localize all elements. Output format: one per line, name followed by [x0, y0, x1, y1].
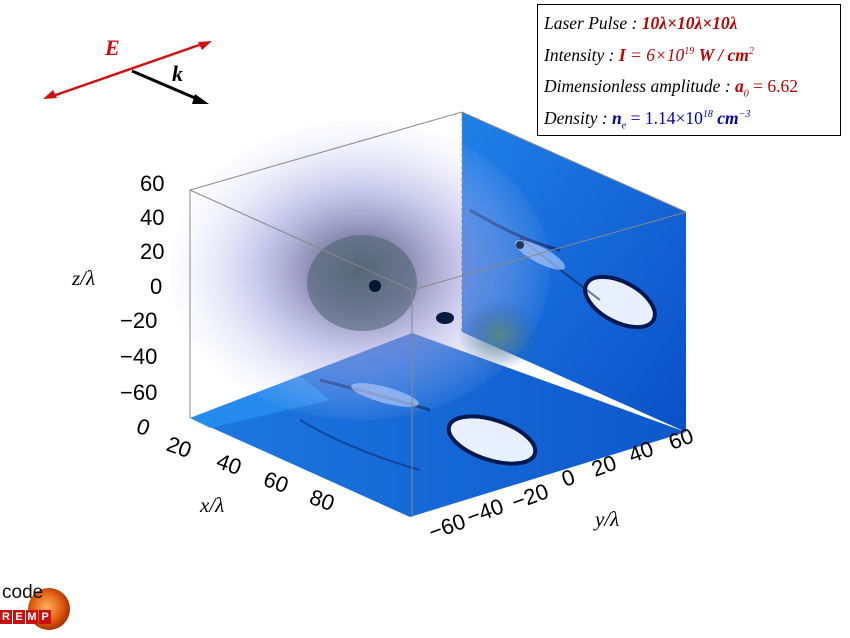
density-symbol: n — [612, 107, 622, 128]
density-line: Density : ne = 1.14×1018 cm−3 — [544, 107, 751, 131]
e-field-arrowhead-right — [198, 41, 212, 50]
k-vector-arrow — [131, 69, 203, 103]
x-tick: 0 — [133, 413, 153, 441]
z-tick: 40 — [140, 205, 164, 230]
z-tick: 60 — [140, 171, 164, 196]
z-axis-label: z/λ — [72, 266, 96, 290]
x-tick: 80 — [306, 484, 338, 516]
z-tick: −60 — [120, 380, 157, 405]
density-label: Density — [544, 107, 598, 128]
density-exponent: 18 — [702, 108, 713, 120]
y-axis-label: y/λ — [595, 507, 620, 531]
k-vector-label: k — [172, 61, 183, 86]
laser-parameters-box: Laser Pulse : 10λ×10λ×10λ Intensity : I … — [537, 4, 841, 136]
intensity-line: Intensity : I = 6×1019 W / cm2 — [544, 44, 754, 65]
x-tick: 60 — [260, 466, 292, 498]
laser-pulse-line: Laser Pulse : 10λ×10λ×10λ — [544, 13, 738, 33]
logo-word: code — [2, 582, 44, 603]
z-tick: 20 — [140, 239, 164, 264]
laser-pulse-label: Laser Pulse — [544, 13, 628, 33]
e-field-label: E — [104, 35, 120, 60]
field-direction-diagram: E k — [43, 35, 212, 104]
plasma-density-cloud — [170, 120, 550, 420]
logo-letters: R E M P — [0, 610, 52, 624]
density-unit: cm — [717, 107, 739, 128]
intensity-unit-exponent: 2 — [748, 45, 754, 57]
intensity-symbol: I — [618, 44, 626, 65]
amplitude-subscript: 0 — [743, 88, 749, 100]
x-tick: 20 — [163, 431, 195, 463]
intensity-exponent: 19 — [684, 45, 695, 57]
y-tick: −40 — [463, 493, 507, 529]
e-field-arrowhead-left — [43, 90, 57, 99]
laser-pulse-value: 10λ×10λ×10λ — [641, 13, 738, 33]
y-tick: 0 — [558, 464, 578, 492]
y-tick: −60 — [425, 508, 469, 544]
e-field-arrow — [49, 41, 206, 99]
z-tick: −20 — [120, 308, 157, 333]
x-axis-label: x/λ — [200, 493, 225, 517]
logo-letter: M — [26, 610, 38, 624]
amplitude-label: Dimensionless amplitude — [544, 76, 721, 96]
logo-letter: E — [13, 610, 25, 624]
z-tick: 0 — [150, 274, 162, 299]
bounding-box — [189, 111, 687, 517]
logo-letter: P — [39, 610, 51, 624]
density-subscript: e — [621, 120, 627, 131]
logo-letter: R — [0, 610, 12, 624]
intensity-unit: W / cm — [698, 44, 749, 65]
amplitude-value: = 6.62 — [753, 76, 799, 96]
z-axis-ticks: 60 40 20 0 −20 −40 −60 — [120, 171, 164, 405]
x-tick: 40 — [213, 448, 245, 480]
amplitude-line: Dimensionless amplitude : a0 = 6.62 — [544, 76, 799, 100]
intensity-label: Intensity — [544, 44, 605, 65]
intensity-mantissa: = 6×10 — [630, 44, 685, 65]
k-vector-arrowhead — [192, 94, 209, 104]
code-remp-logo: code R E M P — [0, 582, 72, 638]
density-mantissa: = 1.14×10 — [630, 107, 703, 128]
density-unit-exponent: −3 — [738, 108, 751, 120]
amplitude-symbol: a — [735, 76, 744, 96]
z-tick: −40 — [120, 344, 157, 369]
